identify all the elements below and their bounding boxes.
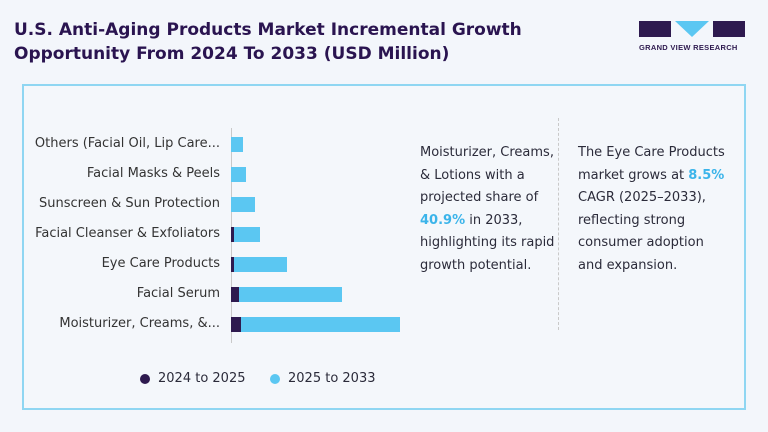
bar-series-2025-2033 xyxy=(234,227,260,242)
legend-item-2025-2033: 2025 to 2033 xyxy=(270,371,375,386)
category-label: Facial Cleanser & Exfoliators xyxy=(35,226,220,241)
chart-panel xyxy=(22,84,746,410)
bar-series-2025-2033 xyxy=(239,287,342,302)
category-label: Sunscreen & Sun Protection xyxy=(39,196,220,211)
eye-care-note: The Eye Care Products market grows at 8.… xyxy=(578,145,725,273)
bar-series-2024-2025 xyxy=(231,257,234,272)
bar-series-2024-2025 xyxy=(231,287,239,302)
bar-series-2025-2033 xyxy=(234,257,287,272)
category-label: Eye Care Products xyxy=(101,256,220,271)
legend-label: 2025 to 2033 xyxy=(288,371,376,386)
moisturizer-note: Moisturizer, Creams, & Lotions with a pr… xyxy=(420,145,555,273)
category-label: Facial Serum xyxy=(136,286,220,301)
legend-dot xyxy=(270,373,280,384)
category-label: Moisturizer, Creams, &... xyxy=(59,316,220,331)
category-label: Others (Facial Oil, Lip Care... xyxy=(34,136,220,151)
legend-item-2024-2025: 2024 to 2025 xyxy=(140,371,245,386)
bar-series-2025-2033 xyxy=(231,197,255,212)
legend-dot xyxy=(140,373,150,384)
logo-text: GRAND VIEW RESEARCH xyxy=(639,43,738,52)
divider xyxy=(558,118,559,330)
bar-series-2024-2025 xyxy=(231,227,234,242)
bar-series-2024-2025 xyxy=(231,317,241,332)
bar-series-2025-2033 xyxy=(241,317,400,332)
grand-view-research-logo: GRAND VIEW RESEARCH xyxy=(639,21,745,52)
category-label: Facial Masks & Peels xyxy=(86,166,220,181)
bar-series-2025-2033 xyxy=(231,167,246,182)
bar-series-2025-2033 xyxy=(231,137,243,152)
legend-label: 2024 to 2025 xyxy=(158,371,246,386)
page-title: U.S. Anti-Aging Products Market Incremen… xyxy=(14,20,522,64)
